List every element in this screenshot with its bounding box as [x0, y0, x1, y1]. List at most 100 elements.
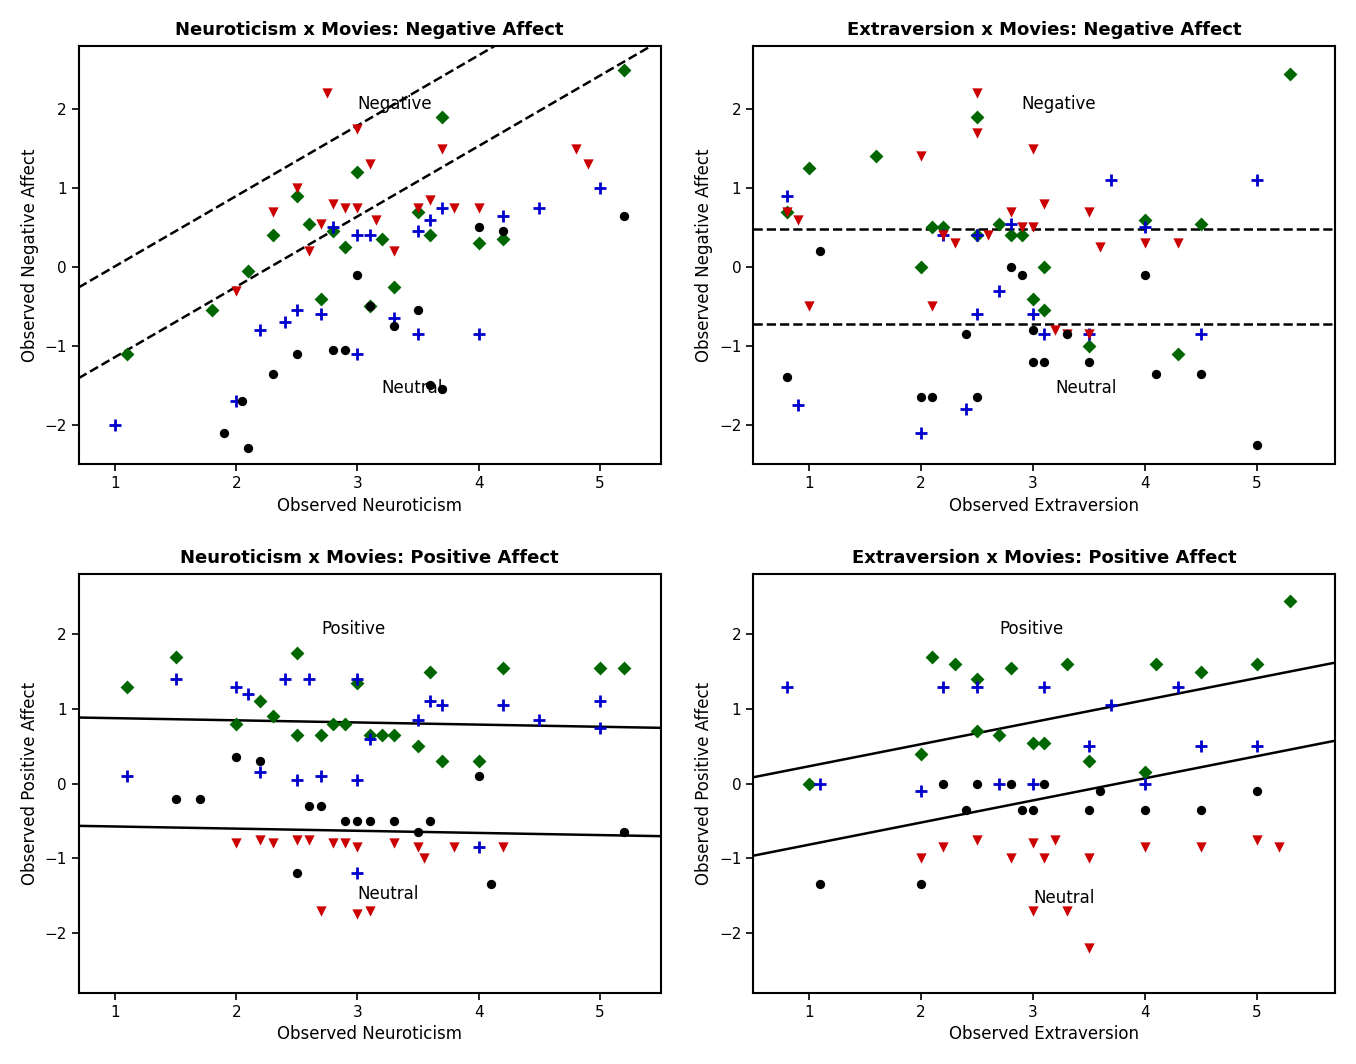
Point: [1191, 838, 1212, 855]
Text: Neutral: Neutral: [382, 379, 443, 397]
Point: [382, 310, 404, 327]
Point: [347, 865, 369, 882]
Point: [1101, 697, 1123, 714]
Point: [776, 678, 797, 695]
Point: [1191, 801, 1212, 818]
Point: [468, 752, 490, 769]
Point: [989, 727, 1010, 744]
Point: [799, 776, 820, 793]
Point: [529, 199, 551, 216]
Point: [431, 109, 453, 126]
Point: [965, 388, 987, 405]
Point: [347, 266, 369, 283]
Point: [407, 824, 428, 841]
Point: [372, 727, 393, 744]
Point: [1089, 783, 1111, 800]
Point: [372, 231, 393, 248]
Point: [347, 670, 369, 687]
Point: [1280, 65, 1302, 82]
Point: [1010, 801, 1032, 818]
Point: [1033, 850, 1055, 867]
Point: [1078, 752, 1100, 769]
Y-axis label: Observed Positive Affect: Observed Positive Affect: [20, 682, 39, 885]
Point: [274, 670, 296, 687]
Point: [1056, 902, 1078, 919]
Point: [989, 282, 1010, 299]
Point: [1022, 353, 1044, 370]
Point: [407, 326, 428, 343]
Point: [965, 305, 987, 322]
Point: [613, 824, 635, 841]
Point: [965, 109, 987, 126]
Point: [1246, 831, 1268, 848]
Point: [335, 835, 357, 852]
Point: [810, 876, 831, 893]
Point: [1022, 835, 1044, 852]
Point: [232, 393, 254, 410]
Point: [311, 798, 332, 815]
Point: [989, 776, 1010, 793]
Point: [407, 199, 428, 216]
Point: [1078, 337, 1100, 354]
Point: [786, 211, 808, 228]
Point: [311, 215, 332, 232]
Point: [910, 259, 932, 276]
Point: [1022, 902, 1044, 919]
Point: [382, 813, 404, 830]
Point: [104, 416, 126, 433]
Title: Neuroticism x Movies: Positive Affect: Neuroticism x Movies: Positive Affect: [180, 549, 559, 567]
Point: [117, 678, 138, 695]
Point: [225, 282, 247, 299]
Point: [347, 838, 369, 855]
Point: [1044, 831, 1066, 848]
Point: [999, 227, 1021, 244]
Point: [335, 199, 357, 216]
Point: [335, 342, 357, 359]
Point: [347, 164, 369, 181]
Point: [1033, 678, 1055, 695]
Y-axis label: Observed Negative Affect: Observed Negative Affect: [696, 148, 713, 362]
Point: [250, 752, 271, 769]
Point: [921, 388, 942, 405]
Point: [347, 199, 369, 216]
Point: [468, 235, 490, 252]
Point: [1033, 302, 1055, 319]
Point: [965, 670, 987, 687]
Point: [382, 727, 404, 744]
Point: [335, 813, 357, 830]
Point: [1101, 171, 1123, 188]
Point: [1022, 801, 1044, 818]
Y-axis label: Observed Positive Affect: Observed Positive Affect: [696, 682, 713, 885]
Point: [1078, 203, 1100, 220]
Point: [225, 749, 247, 766]
X-axis label: Observed Extraversion: Observed Extraversion: [949, 497, 1139, 515]
Point: [1089, 238, 1111, 255]
Point: [1010, 219, 1032, 236]
Point: [799, 160, 820, 177]
Point: [578, 155, 599, 172]
Point: [347, 345, 369, 362]
Point: [262, 203, 283, 220]
Point: [298, 243, 320, 260]
Text: Neutral: Neutral: [358, 885, 419, 903]
Point: [286, 180, 308, 197]
Point: [589, 660, 610, 677]
Point: [910, 745, 932, 762]
Point: [1044, 321, 1066, 338]
Point: [921, 648, 942, 665]
Point: [1022, 140, 1044, 157]
Point: [1246, 436, 1268, 453]
Point: [1246, 655, 1268, 672]
X-axis label: Observed Neuroticism: Observed Neuroticism: [277, 1026, 462, 1043]
Point: [921, 298, 942, 315]
Point: [1134, 776, 1155, 793]
Point: [419, 192, 441, 209]
Point: [492, 697, 514, 714]
Point: [786, 397, 808, 414]
Point: [910, 425, 932, 442]
Point: [865, 148, 887, 165]
Title: Extraversion x Movies: Positive Affect: Extraversion x Movies: Positive Affect: [852, 549, 1237, 567]
Point: [382, 318, 404, 335]
Text: Positive: Positive: [999, 620, 1063, 638]
Point: [799, 298, 820, 315]
